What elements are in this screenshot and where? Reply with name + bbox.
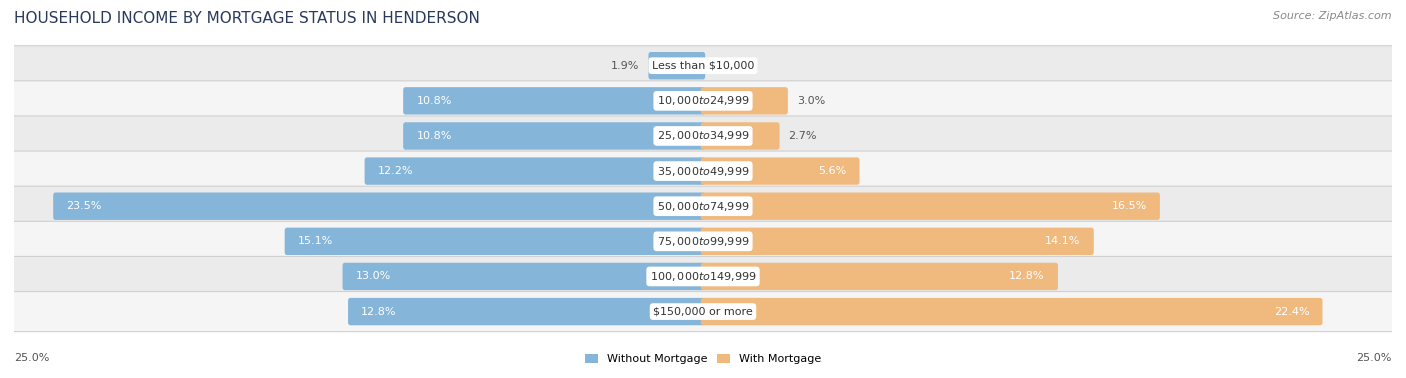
FancyBboxPatch shape [10, 81, 1396, 121]
Legend: Without Mortgage, With Mortgage: Without Mortgage, With Mortgage [582, 350, 824, 367]
Text: $50,000 to $74,999: $50,000 to $74,999 [657, 200, 749, 213]
Text: $25,000 to $34,999: $25,000 to $34,999 [657, 130, 749, 143]
Text: 2.7%: 2.7% [789, 131, 817, 141]
Text: 12.8%: 12.8% [361, 307, 396, 316]
Text: $35,000 to $49,999: $35,000 to $49,999 [657, 164, 749, 178]
Text: 13.0%: 13.0% [356, 271, 391, 282]
FancyBboxPatch shape [700, 157, 859, 185]
Text: 0.0%: 0.0% [714, 61, 742, 71]
FancyBboxPatch shape [700, 228, 1094, 255]
Text: 15.1%: 15.1% [298, 236, 333, 246]
FancyBboxPatch shape [343, 263, 706, 290]
Text: $150,000 or more: $150,000 or more [654, 307, 752, 316]
Text: Less than $10,000: Less than $10,000 [652, 61, 754, 71]
FancyBboxPatch shape [10, 256, 1396, 296]
Text: 23.5%: 23.5% [66, 201, 101, 211]
FancyBboxPatch shape [10, 221, 1396, 261]
FancyBboxPatch shape [700, 298, 1323, 325]
FancyBboxPatch shape [404, 122, 706, 150]
Text: 14.1%: 14.1% [1045, 236, 1081, 246]
FancyBboxPatch shape [700, 192, 1160, 220]
FancyBboxPatch shape [349, 298, 706, 325]
Text: Source: ZipAtlas.com: Source: ZipAtlas.com [1274, 11, 1392, 21]
Text: HOUSEHOLD INCOME BY MORTGAGE STATUS IN HENDERSON: HOUSEHOLD INCOME BY MORTGAGE STATUS IN H… [14, 11, 479, 26]
Text: 22.4%: 22.4% [1274, 307, 1309, 316]
FancyBboxPatch shape [10, 291, 1396, 332]
FancyBboxPatch shape [10, 116, 1396, 156]
FancyBboxPatch shape [53, 192, 706, 220]
Text: 12.8%: 12.8% [1010, 271, 1045, 282]
FancyBboxPatch shape [404, 87, 706, 115]
Text: 25.0%: 25.0% [1357, 353, 1392, 363]
Text: $10,000 to $24,999: $10,000 to $24,999 [657, 94, 749, 107]
Text: 3.0%: 3.0% [797, 96, 825, 106]
Text: 25.0%: 25.0% [14, 353, 49, 363]
FancyBboxPatch shape [10, 46, 1396, 86]
Text: 12.2%: 12.2% [378, 166, 413, 176]
Text: $75,000 to $99,999: $75,000 to $99,999 [657, 235, 749, 248]
FancyBboxPatch shape [700, 87, 787, 115]
FancyBboxPatch shape [284, 228, 706, 255]
Text: 16.5%: 16.5% [1111, 201, 1147, 211]
Text: 5.6%: 5.6% [818, 166, 846, 176]
FancyBboxPatch shape [10, 186, 1396, 226]
FancyBboxPatch shape [364, 157, 706, 185]
FancyBboxPatch shape [648, 52, 706, 79]
FancyBboxPatch shape [700, 263, 1057, 290]
Text: 10.8%: 10.8% [416, 96, 451, 106]
FancyBboxPatch shape [700, 122, 779, 150]
Text: 1.9%: 1.9% [612, 61, 640, 71]
Text: $100,000 to $149,999: $100,000 to $149,999 [650, 270, 756, 283]
Text: 10.8%: 10.8% [416, 131, 451, 141]
FancyBboxPatch shape [10, 151, 1396, 191]
